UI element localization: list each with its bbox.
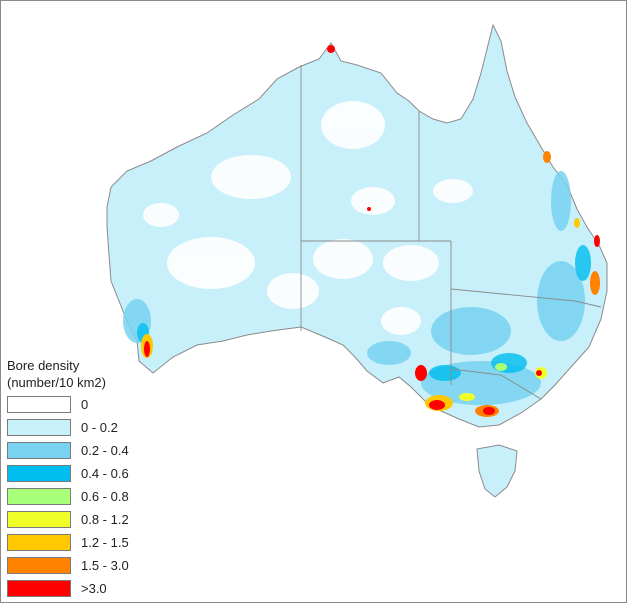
legend-swatch	[7, 488, 71, 505]
legend-item: 0.4 - 0.6	[7, 462, 167, 485]
legend-swatch	[7, 534, 71, 551]
legend-label: >3.0	[81, 581, 107, 596]
legend-swatch	[7, 419, 71, 436]
legend-swatch	[7, 580, 71, 597]
legend-swatch	[7, 465, 71, 482]
legend-swatch	[7, 511, 71, 528]
legend-swatch	[7, 396, 71, 413]
legend-label: 1.2 - 1.5	[81, 535, 129, 550]
legend-item: 1.5 - 3.0	[7, 554, 167, 577]
legend-label: 0.6 - 0.8	[81, 489, 129, 504]
legend: Bore density (number/10 km2) 0 0 - 0.2 0.2…	[7, 357, 167, 600]
legend-item: 0	[7, 393, 167, 416]
legend-swatch	[7, 442, 71, 459]
legend-label: 0.2 - 0.4	[81, 443, 129, 458]
legend-title-line2: (number/10 km2)	[7, 375, 106, 390]
legend-item: 0.6 - 0.8	[7, 485, 167, 508]
legend-item: 1.2 - 1.5	[7, 531, 167, 554]
legend-item: 0.8 - 1.2	[7, 508, 167, 531]
legend-item: 0.2 - 0.4	[7, 439, 167, 462]
state-borders	[300, 65, 602, 400]
hotspot-areas	[141, 45, 600, 417]
tasmania-land	[476, 444, 518, 498]
legend-title-line1: Bore density	[7, 358, 80, 373]
legend-label: 0 - 0.2	[81, 420, 118, 435]
legend-label: 0.8 - 1.2	[81, 512, 129, 527]
legend-items: 0 0 - 0.2 0.2 - 0.4 0.4 - 0.6 0.6 - 0.8 0.8 -…	[7, 393, 167, 600]
legend-swatch	[7, 557, 71, 574]
legend-item: >3.0	[7, 577, 167, 600]
legend-label: 0.4 - 0.6	[81, 466, 129, 481]
legend-label: 0	[81, 397, 89, 412]
legend-label: 1.5 - 3.0	[81, 558, 129, 573]
mainland-land	[106, 23, 608, 428]
legend-item: 0 - 0.2	[7, 416, 167, 439]
zero-density-areas	[143, 101, 473, 335]
